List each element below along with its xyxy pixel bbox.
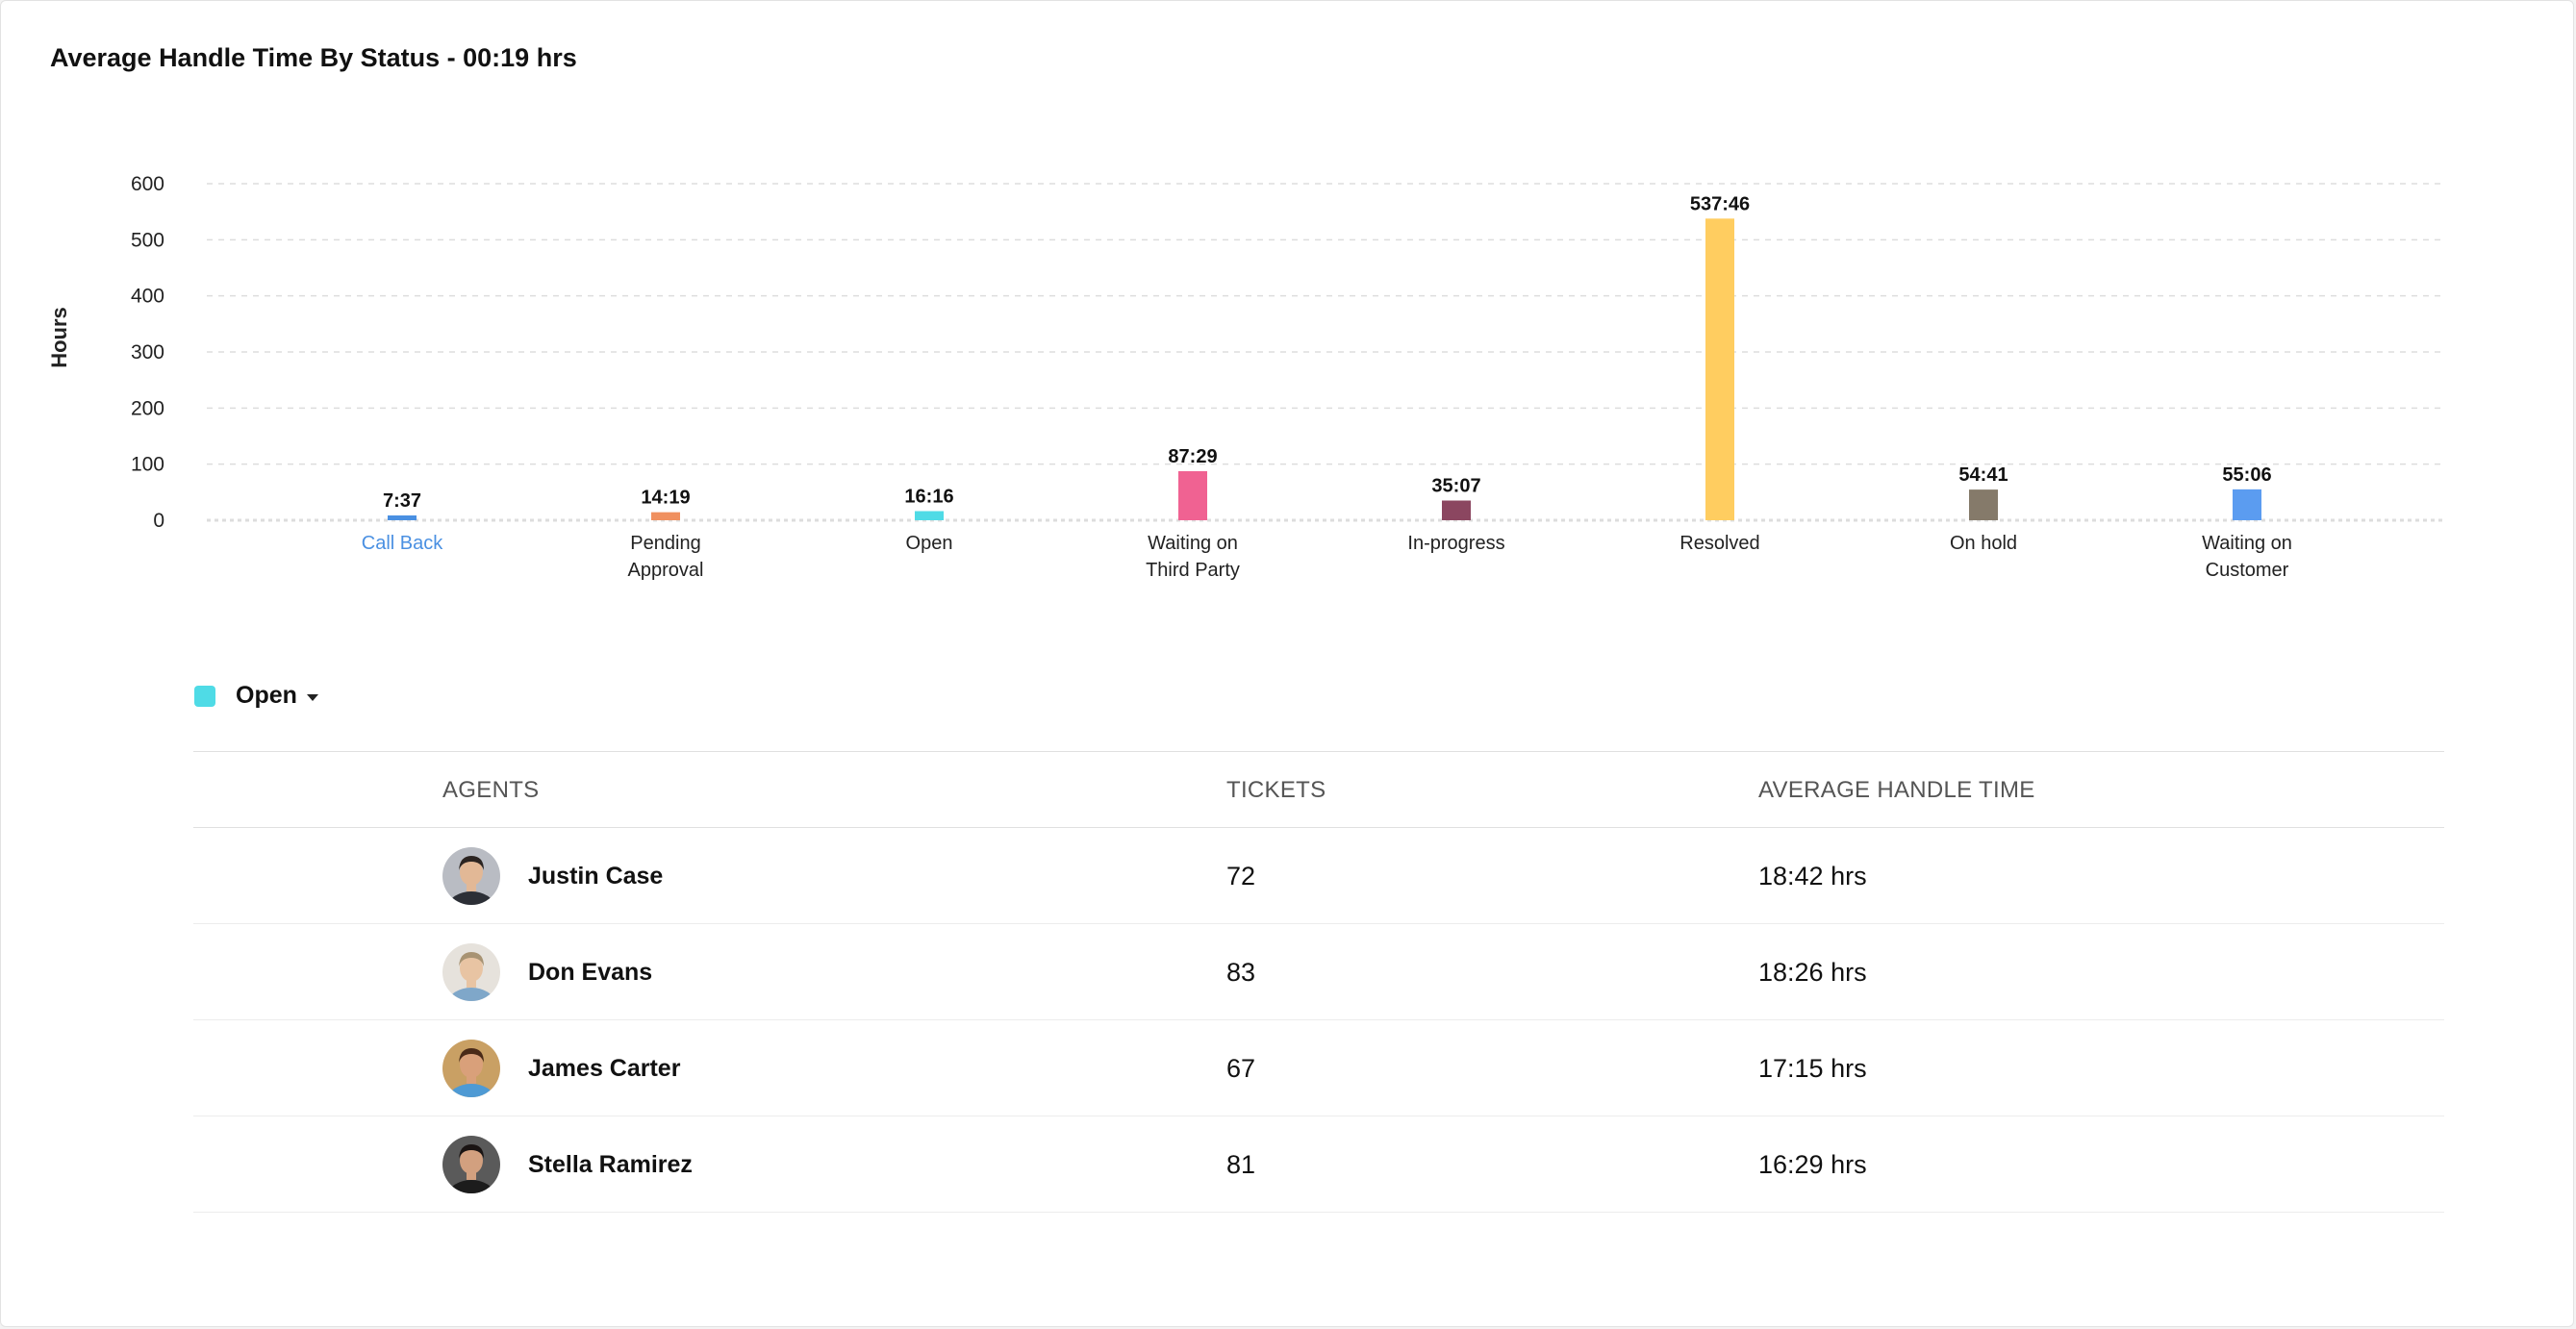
y-tick-label: 400 [131,286,164,308]
table-header: AGENTS TICKETS AVERAGE HANDLE TIME [193,751,2444,828]
y-tick-label: 0 [153,510,164,532]
bar[interactable] [1442,500,1471,520]
y-tick-label: 100 [131,454,164,476]
bar-value-label: 16:16 [904,487,953,508]
table-row[interactable]: James Carter 67 17:15 hrs [193,1020,2444,1116]
avatar [442,1136,500,1193]
average-handle-time: 16:29 hrs [1758,1150,1867,1179]
bar-value-label: 537:46 [1690,193,1750,214]
ticket-count: 72 [1226,862,1256,890]
x-tick-label[interactable]: Waiting on [2202,533,2292,554]
report-title: Average Handle Time By Status - 00:19 hr… [50,43,577,72]
agent-name[interactable]: James Carter [528,1055,681,1082]
bar[interactable] [651,512,680,520]
avatar [442,943,500,1001]
bar[interactable] [1178,470,1207,520]
table-row[interactable]: Justin Case 72 18:42 hrs [193,828,2444,924]
agent-name[interactable]: Don Evans [528,959,653,986]
x-tick-label[interactable]: Pending [630,533,700,554]
header-tickets[interactable]: TICKETS [1226,777,1326,803]
x-tick-label[interactable]: Waiting on [1148,533,1238,554]
avatar [442,847,500,905]
ticket-count: 83 [1226,958,1256,987]
y-tick-label: 200 [131,397,164,419]
legend-label: Open [236,682,297,709]
avatar [442,1040,500,1097]
y-tick-label: 300 [131,341,164,364]
bar[interactable] [2233,489,2261,520]
bar-value-label: 7:37 [383,490,421,512]
x-tick-label[interactable]: Customer [2206,560,2289,581]
header-average-handle-time[interactable]: AVERAGE HANDLE TIME [1758,777,2035,803]
bar[interactable] [915,511,944,520]
bar-value-label: 14:19 [641,488,690,509]
ticket-count: 81 [1226,1150,1256,1179]
bar[interactable] [1969,489,1998,520]
legend-swatch [194,685,215,707]
x-tick-label[interactable]: In-progress [1407,533,1504,554]
ticket-count: 67 [1226,1054,1256,1083]
bar-chart: Hours 0 100 200 300 400 500 600 7:37 Call Back 14:… [47,173,2444,581]
chevron-down-icon[interactable] [306,694,318,701]
x-tick-label[interactable]: Third Party [1146,560,1240,581]
y-axis-title: Hours [47,307,71,368]
table-row[interactable]: Stella Ramirez 81 16:29 hrs [193,1116,2444,1213]
header-agents[interactable]: AGENTS [442,777,540,803]
agent-name[interactable]: Justin Case [528,863,664,890]
x-tick-label[interactable]: Open [906,533,953,554]
y-tick-label: 600 [131,173,164,195]
bar-value-label: 55:06 [2222,464,2271,486]
status-legend-dropdown[interactable]: Open [194,682,318,710]
bar-value-label: 54:41 [1958,464,2008,486]
agents-table: AGENTS TICKETS AVERAGE HANDLE TIME Justi… [193,751,2444,1213]
x-tick-label[interactable]: Call Back [362,533,443,554]
bar[interactable] [1705,218,1734,520]
y-tick-label: 500 [131,229,164,251]
average-handle-time: 18:26 hrs [1758,958,1867,987]
average-handle-time: 18:42 hrs [1758,862,1867,890]
x-tick-label[interactable]: On hold [1950,533,2017,554]
bar-value-label: 87:29 [1168,446,1217,467]
table-row[interactable]: Don Evans 83 18:26 hrs [193,924,2444,1020]
bar[interactable] [388,515,417,520]
bar-value-label: 35:07 [1431,476,1480,497]
x-tick-label[interactable]: Resolved [1679,533,1759,554]
agent-name[interactable]: Stella Ramirez [528,1151,693,1178]
x-tick-label[interactable]: Approval [628,560,704,581]
average-handle-time: 17:15 hrs [1758,1054,1867,1083]
